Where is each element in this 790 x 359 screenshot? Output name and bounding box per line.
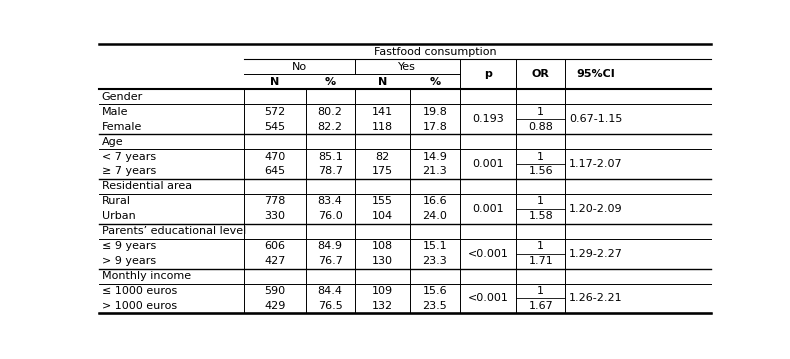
Text: 1: 1 (537, 286, 544, 296)
Text: 21.3: 21.3 (423, 167, 447, 177)
Text: 82.2: 82.2 (318, 122, 343, 132)
Text: %: % (429, 77, 441, 87)
Text: 23.5: 23.5 (423, 301, 447, 311)
Text: p: p (484, 69, 492, 79)
Text: 1.58: 1.58 (529, 211, 553, 221)
Text: 15.1: 15.1 (423, 241, 447, 251)
Text: Residential area: Residential area (102, 181, 192, 191)
Text: Age: Age (102, 136, 123, 146)
Text: 778: 778 (265, 196, 286, 206)
Text: 1: 1 (537, 241, 544, 251)
Text: 590: 590 (265, 286, 286, 296)
Text: Urban: Urban (102, 211, 136, 221)
Text: 95%CI: 95%CI (577, 69, 615, 79)
Text: 78.7: 78.7 (318, 167, 343, 177)
Text: 82: 82 (375, 151, 389, 162)
Text: 545: 545 (265, 122, 286, 132)
Text: 14.9: 14.9 (423, 151, 447, 162)
Text: > 9 years: > 9 years (102, 256, 156, 266)
Text: 1.71: 1.71 (529, 256, 553, 266)
Text: 645: 645 (265, 167, 286, 177)
Text: 76.0: 76.0 (318, 211, 343, 221)
Text: 427: 427 (265, 256, 286, 266)
Text: 0.001: 0.001 (472, 204, 504, 214)
Text: Rural: Rural (102, 196, 131, 206)
Text: <0.001: <0.001 (468, 293, 509, 303)
Text: 1.56: 1.56 (529, 167, 553, 177)
Text: 118: 118 (371, 122, 393, 132)
Text: < 7 years: < 7 years (102, 151, 156, 162)
Text: Parents’ educational level: Parents’ educational level (102, 226, 246, 236)
Text: N: N (270, 77, 280, 87)
Text: 330: 330 (265, 211, 285, 221)
Text: 0.67-1.15: 0.67-1.15 (570, 114, 623, 124)
Text: Fastfood consumption: Fastfood consumption (374, 47, 497, 57)
Text: 141: 141 (371, 107, 393, 117)
Text: 19.8: 19.8 (423, 107, 447, 117)
Text: 1: 1 (537, 151, 544, 162)
Text: 84.4: 84.4 (318, 286, 343, 296)
Text: No: No (292, 62, 307, 72)
Text: 175: 175 (371, 167, 393, 177)
Text: N: N (378, 77, 387, 87)
Text: %: % (325, 77, 336, 87)
Text: Yes: Yes (398, 62, 416, 72)
Text: 429: 429 (265, 301, 286, 311)
Text: 1: 1 (537, 107, 544, 117)
Text: 572: 572 (265, 107, 286, 117)
Text: 16.6: 16.6 (423, 196, 447, 206)
Text: 1.26-2.21: 1.26-2.21 (569, 293, 623, 303)
Text: Gender: Gender (102, 92, 143, 102)
Text: ≤ 1000 euros: ≤ 1000 euros (102, 286, 177, 296)
Text: 1.20-2.09: 1.20-2.09 (569, 204, 623, 214)
Text: 24.0: 24.0 (423, 211, 447, 221)
Text: 0.001: 0.001 (472, 159, 504, 169)
Text: 606: 606 (265, 241, 285, 251)
Text: Female: Female (102, 122, 142, 132)
Text: 80.2: 80.2 (318, 107, 343, 117)
Text: OR: OR (532, 69, 550, 79)
Text: 104: 104 (371, 211, 393, 221)
Text: 15.6: 15.6 (423, 286, 447, 296)
Text: 108: 108 (371, 241, 393, 251)
Text: 155: 155 (372, 196, 393, 206)
Text: 132: 132 (371, 301, 393, 311)
Text: 83.4: 83.4 (318, 196, 343, 206)
Text: 76.7: 76.7 (318, 256, 343, 266)
Text: 1.29-2.27: 1.29-2.27 (569, 249, 623, 258)
Text: 470: 470 (265, 151, 286, 162)
Text: 109: 109 (371, 286, 393, 296)
Text: 130: 130 (372, 256, 393, 266)
Text: Monthly income: Monthly income (102, 271, 191, 281)
Text: ≥ 7 years: ≥ 7 years (102, 167, 156, 177)
Text: 1: 1 (537, 196, 544, 206)
Text: 0.193: 0.193 (472, 114, 504, 124)
Text: 76.5: 76.5 (318, 301, 343, 311)
Text: > 1000 euros: > 1000 euros (102, 301, 177, 311)
Text: 0.88: 0.88 (529, 122, 553, 132)
Text: 85.1: 85.1 (318, 151, 343, 162)
Text: 23.3: 23.3 (423, 256, 447, 266)
Text: Male: Male (102, 107, 128, 117)
Text: 1.17-2.07: 1.17-2.07 (569, 159, 623, 169)
Text: 84.9: 84.9 (318, 241, 343, 251)
Text: 1.67: 1.67 (529, 301, 553, 311)
Text: 17.8: 17.8 (423, 122, 447, 132)
Text: <0.001: <0.001 (468, 249, 509, 258)
Text: ≤ 9 years: ≤ 9 years (102, 241, 156, 251)
